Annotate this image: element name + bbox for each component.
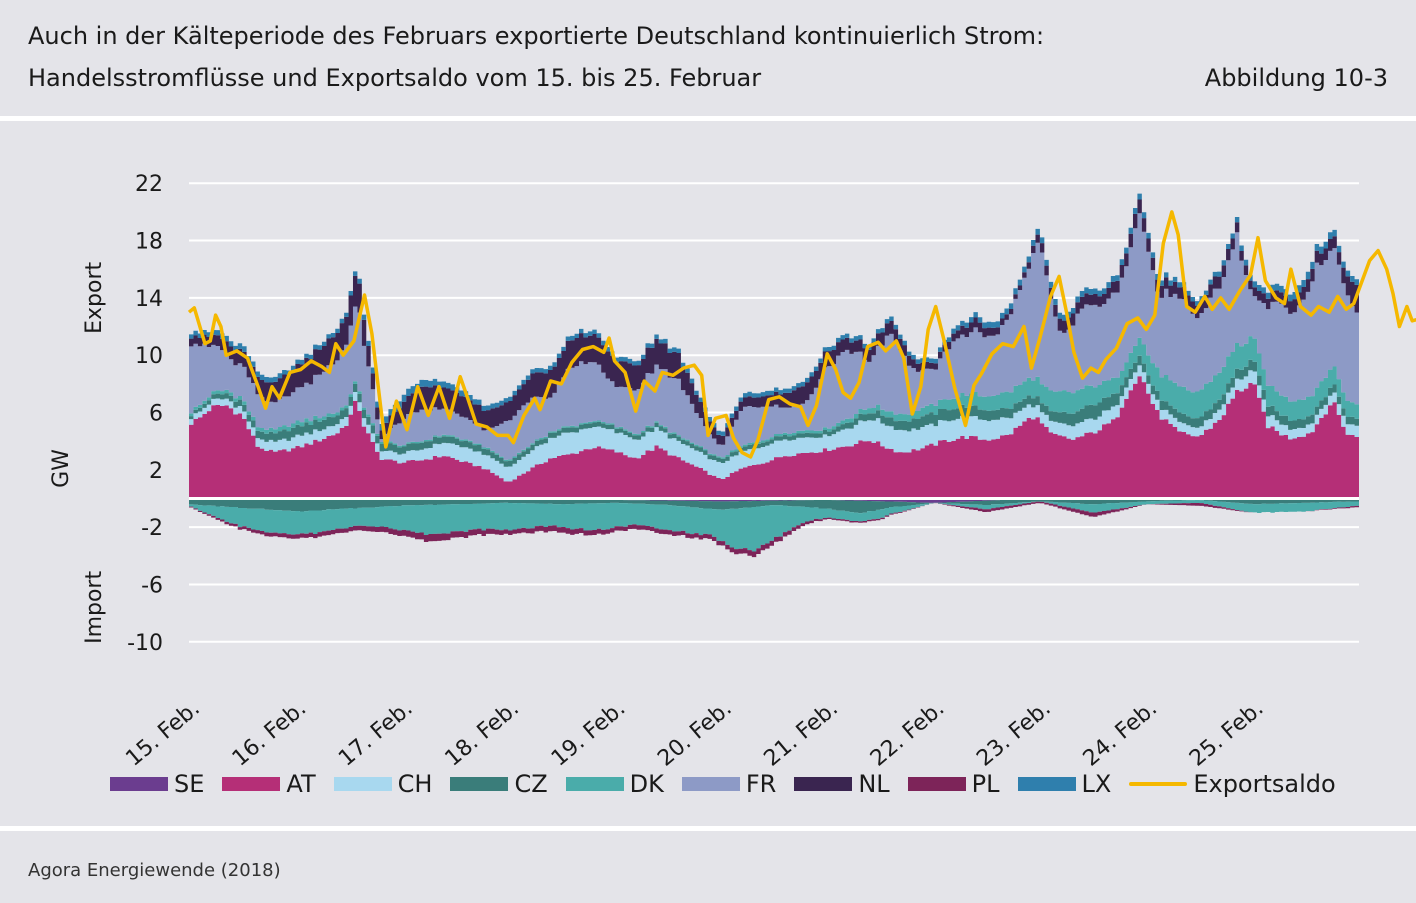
y-tick-label: 22 bbox=[135, 172, 163, 197]
legend-label: FR bbox=[745, 770, 777, 798]
legend-label: PL bbox=[971, 770, 1000, 798]
source-note: Agora Energiewende (2018) bbox=[28, 860, 281, 881]
y-tick-label: -2 bbox=[141, 516, 163, 541]
x-tick-label: 19. Feb. bbox=[547, 696, 630, 772]
legend-item-cz: CZ bbox=[450, 770, 548, 798]
legend-swatch bbox=[450, 777, 509, 791]
x-tick-label: 17. Feb. bbox=[334, 696, 417, 772]
figure-header: Auch in der Kälteperiode des Februars ex… bbox=[0, 0, 1416, 116]
legend-swatch bbox=[794, 777, 853, 791]
exportsaldo-line bbox=[187, 210, 1416, 459]
legend-item-dk: DK bbox=[565, 770, 664, 798]
y-tick-label: 14 bbox=[135, 287, 163, 312]
y-tick-label: -10 bbox=[127, 631, 163, 656]
legend-swatch bbox=[907, 777, 966, 791]
legend-label: NL bbox=[858, 770, 890, 798]
y-tick-label: 6 bbox=[149, 402, 163, 427]
footer-divider bbox=[0, 826, 1416, 831]
figure-label: Abbildung 10-3 bbox=[1204, 64, 1388, 92]
y-tick-label: 2 bbox=[149, 459, 163, 484]
x-tick-label: 25. Feb. bbox=[1185, 696, 1268, 772]
x-tick-label: 21. Feb. bbox=[760, 696, 843, 772]
legend-swatch bbox=[565, 777, 624, 791]
legend-swatch bbox=[222, 777, 281, 791]
y-axis-label: GW bbox=[49, 449, 74, 488]
export-label: Export bbox=[82, 261, 107, 333]
legend-item-ch: CH bbox=[333, 770, 433, 798]
x-tick-label: 16. Feb. bbox=[228, 696, 311, 772]
x-tick-label: 22. Feb. bbox=[866, 696, 949, 772]
x-tick-label: 20. Feb. bbox=[653, 696, 736, 772]
legend-label: DK bbox=[629, 770, 664, 798]
legend-label: Exportsaldo bbox=[1193, 770, 1336, 798]
legend-label: CH bbox=[397, 770, 433, 798]
legend-swatch bbox=[681, 777, 740, 791]
x-tick-label: 24. Feb. bbox=[1079, 696, 1162, 772]
area-dk-import bbox=[189, 500, 1359, 552]
y-tick-label: 18 bbox=[135, 230, 163, 255]
legend-label: LX bbox=[1081, 770, 1112, 798]
x-tick-label: 18. Feb. bbox=[441, 696, 524, 772]
legend-swatch bbox=[333, 777, 392, 791]
chart-subtitle: Handelsstromflüsse und Exportsaldo vom 1… bbox=[28, 64, 762, 92]
y-tick-label: 10 bbox=[135, 344, 163, 369]
area-nl-export bbox=[189, 199, 1359, 445]
x-tick-label: 23. Feb. bbox=[972, 696, 1055, 772]
legend-item-se: SE bbox=[110, 770, 204, 798]
legend-swatch bbox=[1017, 777, 1076, 791]
legend-item-fr: FR bbox=[681, 770, 777, 798]
legend-swatch bbox=[1129, 782, 1188, 786]
legend-item-exportsaldo: Exportsaldo bbox=[1129, 770, 1336, 798]
y-tick-label: -6 bbox=[141, 573, 163, 598]
legend-item-lx: LX bbox=[1017, 770, 1112, 798]
legend-item-nl: NL bbox=[794, 770, 890, 798]
legend-item-at: AT bbox=[222, 770, 316, 798]
legend-label: AT bbox=[286, 770, 316, 798]
x-tick-label: 15. Feb. bbox=[121, 696, 204, 772]
legend-label: SE bbox=[174, 770, 205, 798]
area-cz-import bbox=[189, 498, 1359, 514]
stacked-area-chart: 22 18 14 10 6 2 -2 -6 -10 GW Export Import 15. Feb. 1… bbox=[49, 172, 1416, 772]
import-label: Import bbox=[82, 571, 107, 644]
chart-legend: SE AT CH CZ DK FR NL PL LX Exportsaldo bbox=[110, 768, 1354, 800]
header-divider bbox=[0, 116, 1416, 121]
chart-title: Auch in der Kälteperiode des Februars ex… bbox=[28, 22, 1045, 50]
legend-item-pl: PL bbox=[907, 770, 1000, 798]
legend-swatch bbox=[110, 777, 168, 791]
legend-label: CZ bbox=[514, 770, 548, 798]
area-fr-export bbox=[189, 213, 1359, 460]
